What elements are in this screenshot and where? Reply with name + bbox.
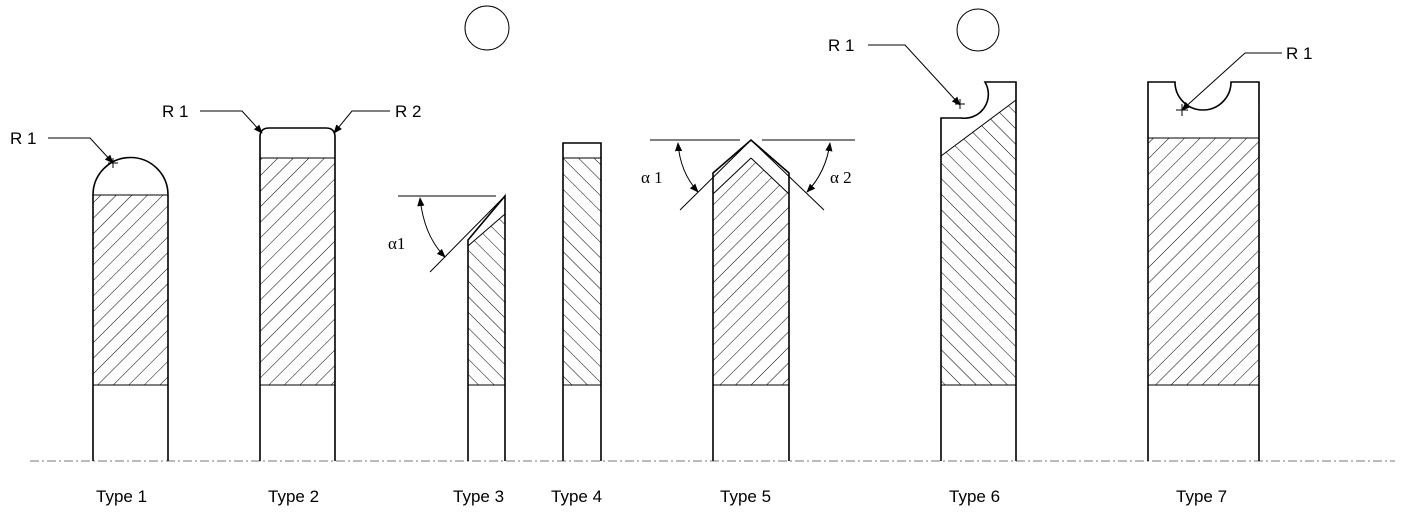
type-6-marker-circle	[956, 8, 1000, 52]
type-7-r1-label: R 1	[1286, 44, 1312, 63]
type-3-label: Type 3	[453, 487, 504, 506]
type-6-label: Type 6	[949, 487, 1000, 506]
type-2-profile: R 1 R 2	[162, 102, 421, 461]
type-6-profile: R 1	[828, 8, 1017, 461]
type-3-alpha1-label: α1	[388, 234, 405, 253]
type-2-r1-label: R 1	[162, 102, 188, 121]
type-4-profile	[562, 142, 602, 461]
type-3-profile: α1	[388, 193, 506, 461]
type-7-label: Type 7	[1176, 487, 1227, 506]
type-4-label: Type 4	[551, 487, 602, 506]
type-2-label: Type 2	[268, 487, 319, 506]
type-5-alpha2-label: α 2	[830, 168, 852, 187]
type-4-marker-circle	[464, 5, 510, 51]
type-5-label: Type 5	[720, 487, 771, 506]
type-1-r1-label: R 1	[10, 129, 36, 148]
type-5-profile: α 1 α 2	[641, 138, 855, 461]
type-6-r1-label: R 1	[828, 36, 854, 55]
type-1-label: Type 1	[96, 487, 147, 506]
type-1-profile: R 1	[10, 129, 169, 461]
type-2-r2-label: R 2	[395, 102, 421, 121]
type-5-alpha1-label: α 1	[641, 168, 663, 187]
type-7-profile: R 1	[1147, 44, 1312, 461]
